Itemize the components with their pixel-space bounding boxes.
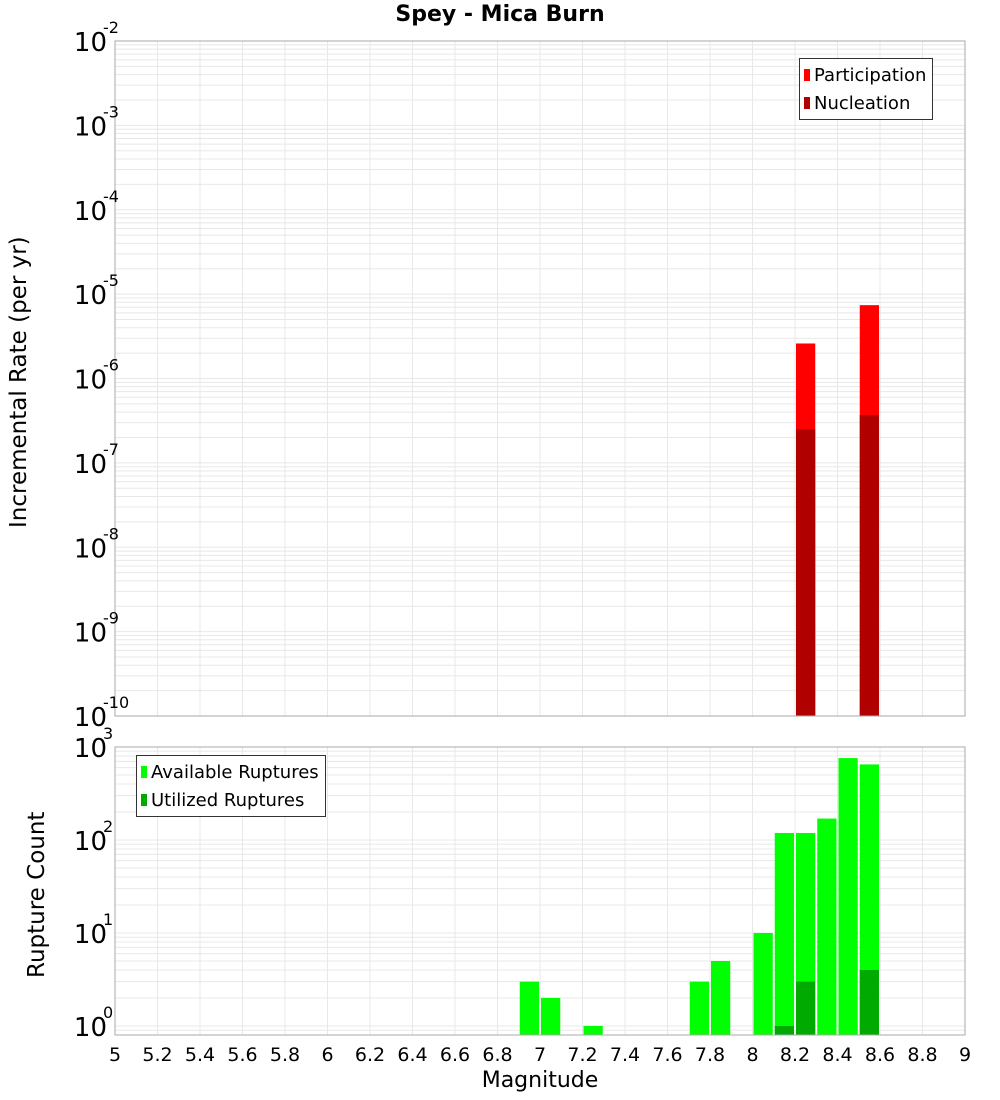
bar [796,429,816,716]
x-tick-label: 6.8 [482,1044,512,1066]
y-tick-exponent: -4 [103,187,119,206]
bar [859,764,879,1035]
y-tick-exponent: 1 [103,910,113,929]
participation-swatch-icon [804,69,810,81]
x-tick-label: 6 [321,1044,333,1066]
y-tick-label: 10 [74,827,107,857]
bar [541,997,561,1035]
y-tick-exponent: -6 [103,356,119,375]
y-tick-label: 10 [74,734,107,764]
y-tick-exponent: -5 [103,271,119,290]
y-tick-label: 10 [74,703,107,733]
x-tick-label: 8.2 [780,1044,810,1066]
x-tick-label: 5 [109,1044,121,1066]
legend-item-utilized: Utilized Ruptures [139,786,319,814]
legend-item-participation: Participation [802,61,926,89]
x-tick-label: 7 [534,1044,546,1066]
x-tick-label: 8.8 [907,1044,937,1066]
y-tick-exponent: 3 [103,724,113,743]
y-tick-exponent: -7 [103,440,119,459]
x-tick-label: 9 [959,1044,971,1066]
y-tick-label: 10 [74,619,107,649]
y-tick-label: 10 [74,534,107,564]
bar [689,981,709,1035]
x-tick-label: 8.6 [865,1044,895,1066]
y-tick-label: 10 [74,28,107,58]
bar [817,818,837,1035]
bottom-y-axis-label: Rupture Count [24,811,50,978]
y-tick-exponent: -3 [103,102,119,121]
y-tick-label: 10 [74,197,107,227]
bar [838,758,858,1035]
bar [796,981,816,1035]
x-tick-label: 7.4 [610,1044,640,1066]
x-tick-label: 6.4 [397,1044,427,1066]
nucleation-swatch-icon [804,97,810,109]
x-tick-label: 7.8 [695,1044,725,1066]
top-y-axis-label: Incremental Rate (per yr) [6,236,32,528]
x-tick-label: 5.6 [227,1044,257,1066]
x-tick-label: 7.6 [652,1044,682,1066]
bar [774,1025,794,1035]
y-tick-label: 10 [74,112,107,142]
bottom-legend: Available Ruptures Utilized Ruptures [136,755,326,817]
x-tick-label: 5.4 [185,1044,215,1066]
y-tick-label: 10 [74,920,107,950]
bar [774,832,794,1035]
bar [519,981,539,1035]
bar [859,969,879,1035]
y-tick-label: 10 [74,366,107,396]
y-tick-exponent: -10 [103,693,129,712]
bar [711,960,731,1035]
legend-item-nucleation: Nucleation [802,89,926,117]
y-tick-exponent: -9 [103,609,119,628]
bar [583,1025,603,1035]
x-axis-label: Magnitude [481,1068,599,1093]
x-tick-label: 6.2 [355,1044,385,1066]
bar [859,414,879,716]
x-tick-label: 8 [746,1044,758,1066]
x-tick-label: 7.2 [567,1044,597,1066]
x-tick-label: 6.6 [440,1044,470,1066]
y-tick-exponent: 2 [103,817,113,836]
y-tick-label: 10 [74,1013,107,1043]
legend-item-available: Available Ruptures [139,758,319,786]
y-tick-exponent: -8 [103,524,119,543]
y-tick-exponent: 0 [103,1003,113,1022]
x-tick-label: 5.8 [270,1044,300,1066]
chart-title: Spey - Mica Burn [395,2,605,27]
top-legend: Participation Nucleation [799,58,934,120]
y-tick-label: 10 [74,450,107,480]
y-tick-exponent: -2 [103,18,119,37]
x-tick-label: 8.4 [822,1044,852,1066]
y-tick-label: 10 [74,281,107,311]
utilized-swatch-icon [141,794,147,806]
x-tick-label: 5.2 [142,1044,172,1066]
available-swatch-icon [141,766,147,778]
bar [753,932,773,1035]
